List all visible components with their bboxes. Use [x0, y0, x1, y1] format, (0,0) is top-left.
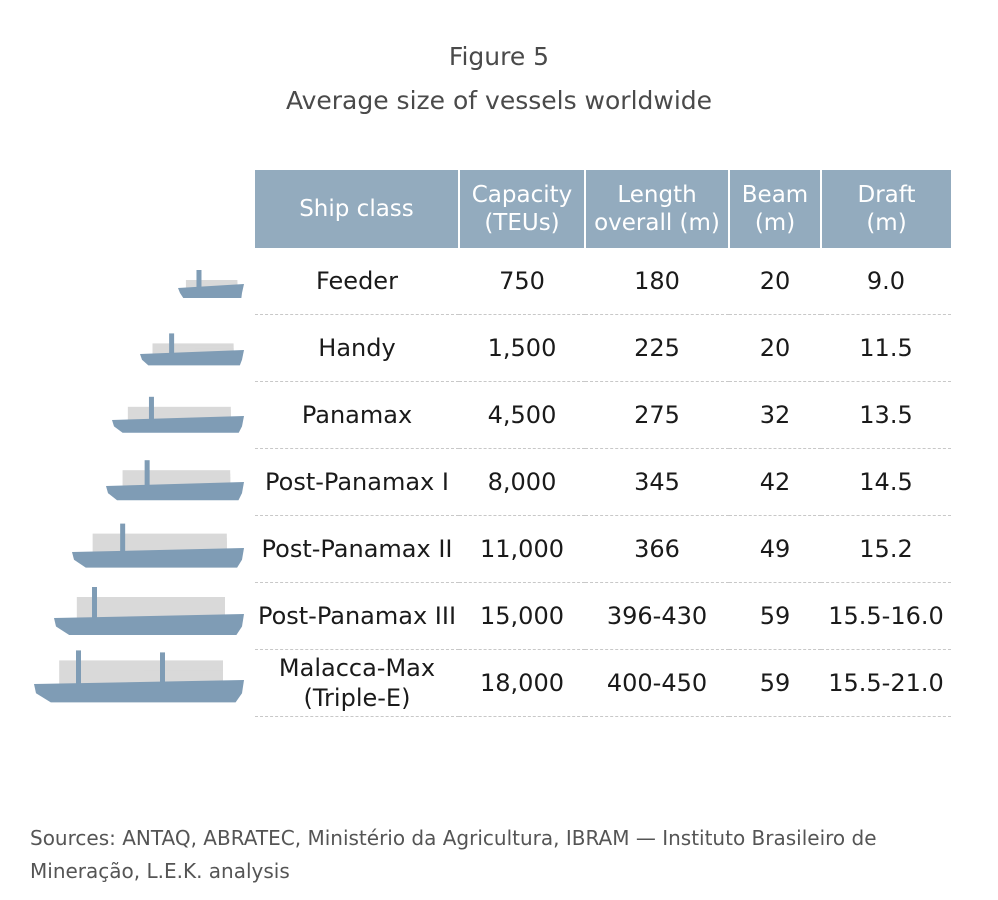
cell-draft: 15.5-16.0	[821, 582, 951, 650]
cell-capacity: 4,500	[459, 381, 585, 449]
cell-capacity: 15,000	[459, 582, 585, 650]
cell-capacity: 750	[459, 248, 585, 315]
table-row: Post-Panamax III 15,000 396-430 59 15.5-16.0	[255, 582, 951, 650]
cell-ship-class: Handy	[255, 314, 459, 382]
cell-ship-class: Post-Panamax II	[255, 515, 459, 583]
table-row: Malacca-Max (Triple-E) 18,000 400-450 59 15.5…	[255, 649, 951, 717]
header-text: (m)	[866, 210, 907, 236]
ship-icon	[72, 523, 244, 568]
figure-title: Average size of vessels worldwide	[285, 86, 713, 115]
cell-length: 400-450	[585, 649, 729, 717]
cell-draft: 14.5	[821, 448, 951, 516]
cell-ship-class: Feeder	[255, 248, 459, 315]
figure-label: Figure 5	[448, 42, 550, 71]
cell-length: 396-430	[585, 582, 729, 650]
cell-beam: 20	[729, 314, 821, 382]
cell-beam: 32	[729, 381, 821, 449]
header-text: (TEUs)	[484, 210, 560, 236]
table-body: Feeder 750 180 20 9.0 Handy 1,500 225 20 11.5 Pana…	[255, 248, 951, 717]
cell-beam: 20	[729, 248, 821, 315]
ship-icon	[54, 587, 244, 635]
cell-ship-class: Post-Panamax III	[255, 582, 459, 650]
table-header-row: Ship class Capacity (TEUs) Length overall (m…	[255, 170, 951, 248]
ship-icons-svg	[34, 270, 244, 703]
header-text: Beam	[741, 182, 809, 208]
cell-draft: 11.5	[821, 314, 951, 382]
ship-icon	[178, 270, 244, 298]
table-row: Post-Panamax II 11,000 366 49 15.2	[255, 515, 951, 583]
sources-note: Sources: ANTAQ, ABRATEC, Ministério da A…	[30, 826, 877, 883]
header-text: Length	[617, 182, 697, 208]
cell-text: Malacca-Max	[278, 654, 436, 682]
table-row: Feeder 750 180 20 9.0	[255, 248, 951, 315]
cell-ship-class: Post-Panamax I	[255, 448, 459, 516]
cell-capacity: 1,500	[459, 314, 585, 382]
cell-length: 225	[585, 314, 729, 382]
header-text: Ship class	[299, 196, 414, 222]
cell-length: 275	[585, 381, 729, 449]
header-beam: Beam (m)	[728, 170, 821, 248]
header-text: Capacity	[471, 182, 573, 208]
cell-beam: 42	[729, 448, 821, 516]
table-row: Post-Panamax I 8,000 345 42 14.5	[255, 448, 951, 516]
header-ship-class: Ship class	[255, 170, 459, 248]
vessel-size-table: Ship class Capacity (TEUs) Length overall (m…	[255, 170, 951, 717]
cell-draft: 13.5	[821, 381, 951, 449]
ship-icon	[112, 396, 244, 433]
cell-beam: 49	[729, 515, 821, 583]
table-row: Panamax 4,500 275 32 13.5	[255, 381, 951, 449]
ship-icon	[106, 460, 244, 501]
cell-beam: 59	[729, 649, 821, 717]
header-length: Length overall (m)	[584, 170, 729, 248]
cell-length: 180	[585, 248, 729, 315]
cell-draft: 9.0	[821, 248, 951, 315]
cell-draft: 15.5-21.0	[821, 649, 951, 717]
ship-icon	[34, 650, 244, 703]
ship-icons	[0, 248, 255, 720]
header-capacity: Capacity (TEUs)	[458, 170, 585, 248]
header-text: (m)	[754, 210, 796, 236]
header-text: overall (m)	[594, 210, 720, 236]
header-draft: Draft (m)	[820, 170, 951, 248]
ship-icon	[140, 333, 244, 366]
header-text: Draft	[857, 182, 916, 208]
cell-ship-class: Malacca-Max (Triple-E)	[255, 649, 459, 717]
cell-beam: 59	[729, 582, 821, 650]
table-row: Handy 1,500 225 20 11.5	[255, 314, 951, 382]
cell-ship-class: Panamax	[255, 381, 459, 449]
cell-length: 345	[585, 448, 729, 516]
cell-text: (Triple-E)	[303, 684, 411, 712]
cell-length: 366	[585, 515, 729, 583]
cell-capacity: 18,000	[459, 649, 585, 717]
cell-capacity: 11,000	[459, 515, 585, 583]
cell-draft: 15.2	[821, 515, 951, 583]
cell-capacity: 8,000	[459, 448, 585, 516]
